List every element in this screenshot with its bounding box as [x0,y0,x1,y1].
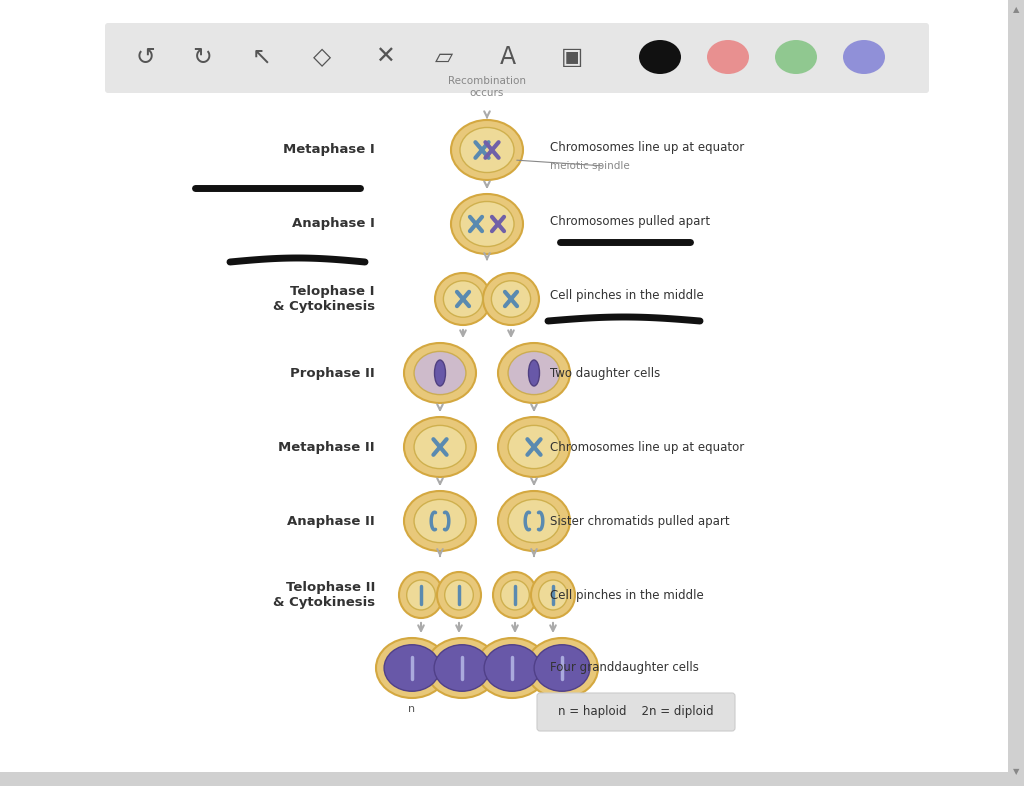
Text: Anaphase II: Anaphase II [288,515,375,527]
Text: A: A [500,45,516,69]
Ellipse shape [404,343,476,403]
FancyBboxPatch shape [537,693,735,731]
Text: Telophase I
& Cytokinesis: Telophase I & Cytokinesis [272,285,375,313]
Text: Sister chromatids pulled apart: Sister chromatids pulled apart [550,515,730,527]
Text: ▼: ▼ [1013,767,1019,776]
Ellipse shape [404,417,476,477]
Text: Prophase II: Prophase II [290,366,375,380]
Text: ◇: ◇ [313,45,331,69]
Text: Four granddaughter cells: Four granddaughter cells [550,662,698,674]
Ellipse shape [460,201,514,247]
FancyBboxPatch shape [1008,0,1024,786]
Text: Metaphase II: Metaphase II [279,440,375,454]
Ellipse shape [484,645,540,691]
Text: Cell pinches in the middle: Cell pinches in the middle [550,589,703,601]
Text: Two daughter cells: Two daughter cells [550,366,660,380]
Ellipse shape [508,425,560,468]
Text: Chromosomes line up at equator: Chromosomes line up at equator [550,440,744,454]
Text: Telophase II
& Cytokinesis: Telophase II & Cytokinesis [272,581,375,609]
Text: ▣: ▣ [561,45,584,69]
Ellipse shape [535,645,590,691]
Ellipse shape [498,491,570,551]
Ellipse shape [526,638,598,698]
Ellipse shape [444,580,473,610]
Text: Anaphase I: Anaphase I [292,218,375,230]
Ellipse shape [437,572,481,618]
Text: ↻: ↻ [193,45,212,69]
Text: ▲: ▲ [1013,5,1019,14]
Ellipse shape [443,281,482,318]
Text: Cell pinches in the middle: Cell pinches in the middle [550,289,703,303]
Ellipse shape [707,40,749,74]
Ellipse shape [414,499,466,542]
Text: ↖: ↖ [252,45,272,69]
Ellipse shape [498,417,570,477]
FancyBboxPatch shape [105,23,929,93]
Ellipse shape [414,351,466,395]
Ellipse shape [434,645,489,691]
Ellipse shape [435,273,490,325]
Ellipse shape [843,40,885,74]
Ellipse shape [539,580,567,610]
Ellipse shape [498,343,570,403]
Text: meiotic spindle: meiotic spindle [550,161,630,171]
Text: Recombination
occurs: Recombination occurs [449,76,526,98]
Ellipse shape [775,40,817,74]
Ellipse shape [451,120,523,180]
Ellipse shape [531,572,575,618]
Text: ✕: ✕ [375,45,395,69]
Ellipse shape [434,360,445,386]
Ellipse shape [376,638,449,698]
Text: n: n [409,704,416,714]
Text: Metaphase I: Metaphase I [284,144,375,156]
Ellipse shape [492,281,530,318]
Ellipse shape [476,638,548,698]
Ellipse shape [399,572,443,618]
Text: n = haploid    2n = diploid: n = haploid 2n = diploid [558,706,714,718]
Ellipse shape [639,40,681,74]
Text: ↺: ↺ [135,45,155,69]
Ellipse shape [460,127,514,172]
FancyBboxPatch shape [0,772,1024,786]
Text: Chromosomes pulled apart: Chromosomes pulled apart [550,215,710,227]
Text: Chromosomes line up at equator: Chromosomes line up at equator [550,141,744,153]
Ellipse shape [426,638,498,698]
Text: ▱: ▱ [435,45,453,69]
Ellipse shape [384,645,440,691]
Ellipse shape [508,499,560,542]
Ellipse shape [493,572,537,618]
Ellipse shape [483,273,539,325]
Ellipse shape [528,360,540,386]
Ellipse shape [404,491,476,551]
Ellipse shape [501,580,529,610]
Ellipse shape [407,580,435,610]
Ellipse shape [451,194,523,254]
Ellipse shape [508,351,560,395]
Ellipse shape [414,425,466,468]
